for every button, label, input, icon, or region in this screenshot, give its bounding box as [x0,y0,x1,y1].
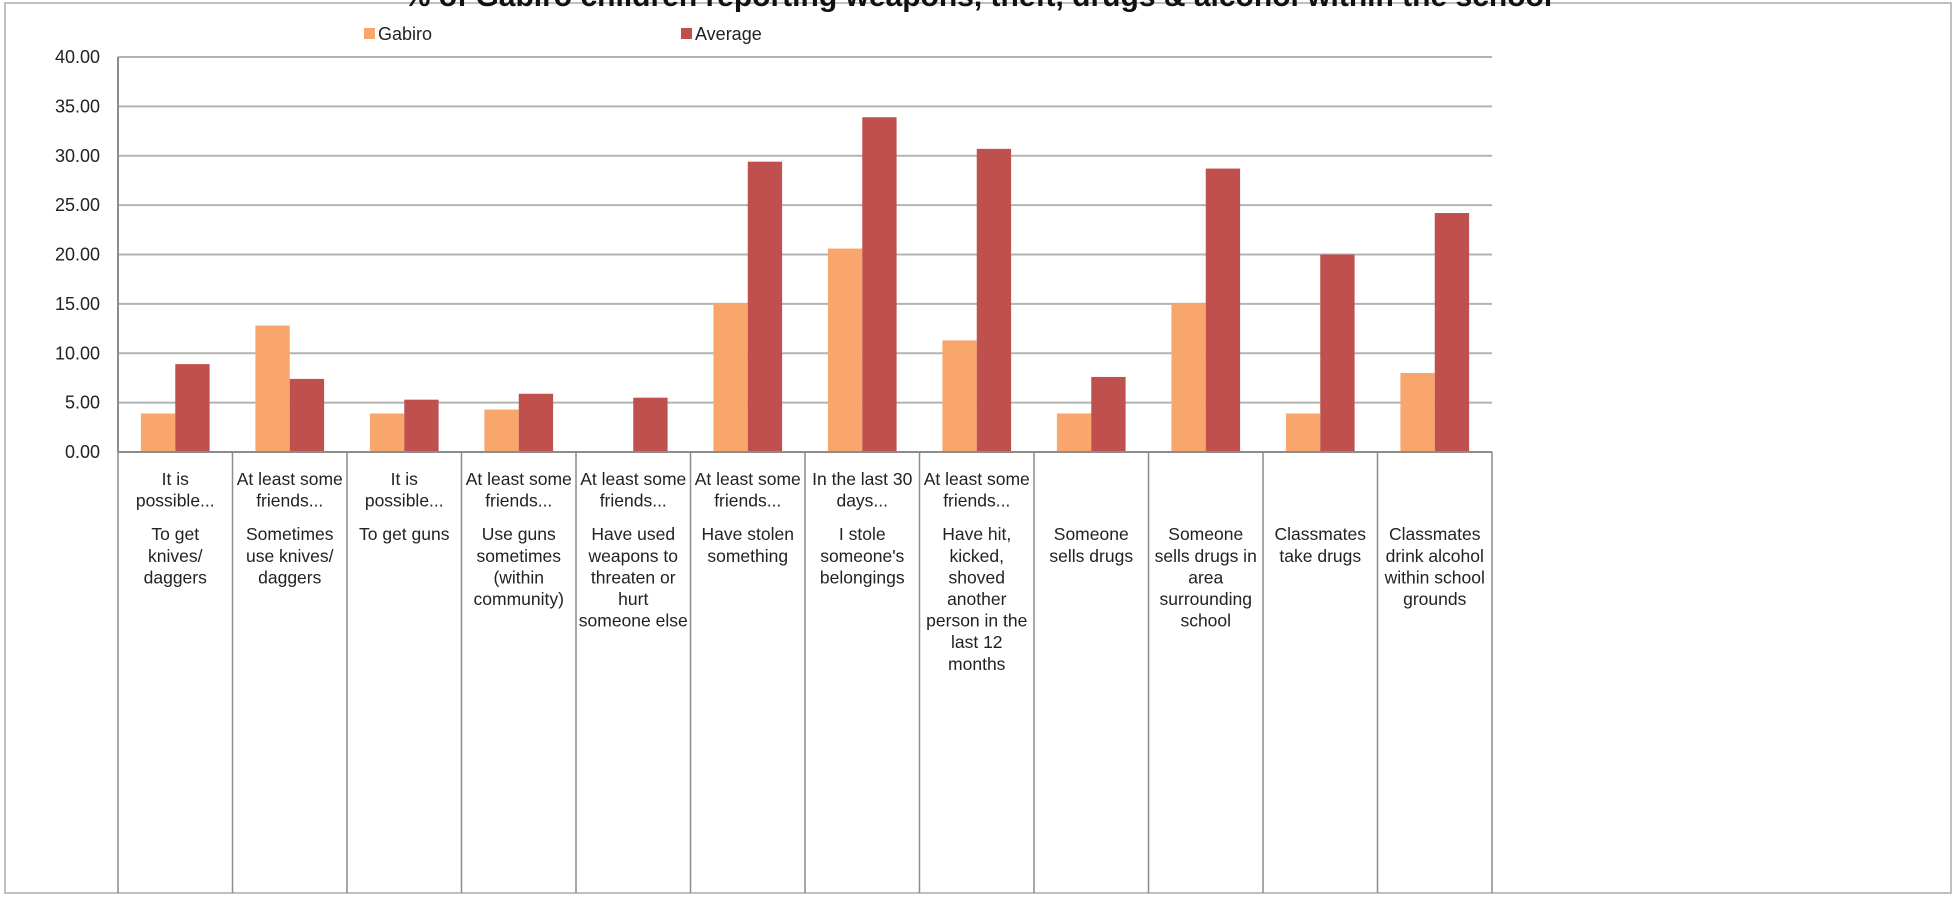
category-item-label: To get knives/daggers [144,524,207,587]
y-tick-label: 15.00 [55,294,100,314]
category-item-label: Have hit, kicked, shoved another person in t… [926,524,1027,674]
y-tick-label: 40.00 [55,47,100,67]
category-group-label: It is possible... [365,469,444,511]
category-item-label: Use guns sometimes (within community) [474,524,564,609]
category-item-label: Classmates drink alcohol within school grou… [1384,524,1485,609]
bar-average [862,117,897,453]
bar-gabiro [369,413,405,452]
legend-label-average: Average [695,24,762,44]
bar-gabiro [1171,302,1206,452]
bar-gabiro [942,340,977,452]
bar-average [289,378,325,452]
bar-gabiro [827,248,863,452]
y-tick-label: 10.00 [55,343,100,363]
bar-average [1091,376,1126,452]
y-tick-label: 25.00 [55,195,100,215]
legend: Gabiro Average [364,24,762,44]
y-tick-label: 20.00 [55,245,100,265]
category-item-label: Someone sells drugs in area surrounding scho… [1155,524,1257,630]
category-group-label: At least some friends... [237,469,343,511]
bar-gabiro [140,413,176,452]
legend-swatch-gabiro [364,28,375,39]
bar-average [404,399,439,452]
y-tick-label: 0.00 [65,442,100,462]
bar-gabiro [1400,373,1435,452]
category-group-label: At least some friends... [695,469,801,511]
category-group-label: At least some friends... [580,469,686,511]
chart-title: % of Gabiro children reporting weapons, … [404,0,1552,13]
y-tick-label: 30.00 [55,146,100,166]
bar-gabiro [713,302,748,452]
category-table: It is possible... To get knives/daggers At l… [117,452,1493,893]
category-item-label: Sometimes use knives/daggers [246,524,334,587]
bar-average [518,393,554,452]
category-item-label: To get guns [359,524,450,544]
bar-gabiro [1056,413,1092,452]
category-item-label: Classmates take drugs [1275,524,1367,566]
bar-gabiro [484,409,519,452]
y-tick-label: 5.00 [65,393,100,413]
legend-swatch-average [681,28,692,39]
category-item-label: I stole someone's belongings [820,524,905,587]
category-item-label: Have used weapons to threaten or hurt someon… [579,524,688,630]
category-group-label: It is possible... [136,469,215,511]
bar-average [1205,168,1241,452]
category-item-label: Have stolen something [702,524,794,566]
category-group-label: At least some friends... [924,469,1030,511]
bars [140,117,1470,453]
bar-gabiro [255,325,290,452]
bar-average [747,161,783,453]
category-item-label: Someone sells drugs [1049,524,1133,566]
bar-average [1434,213,1470,452]
category-group-label: At least some friends... [466,469,572,511]
legend-label-gabiro: Gabiro [378,24,432,44]
bar-average [1320,254,1355,452]
bar-average [633,397,668,452]
bar-average [175,364,210,452]
category-group-label: In the last 30 days... [812,469,912,511]
y-tick-label: 35.00 [55,96,100,116]
bar-average [976,148,1012,452]
bar-gabiro [1285,413,1321,452]
